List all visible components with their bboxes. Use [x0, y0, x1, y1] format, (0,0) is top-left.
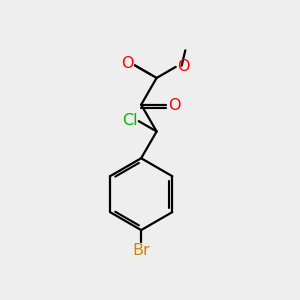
Text: Cl: Cl	[122, 113, 137, 128]
Text: O: O	[121, 56, 134, 71]
Text: Br: Br	[132, 243, 150, 258]
Text: O: O	[177, 59, 189, 74]
Text: O: O	[168, 98, 181, 113]
